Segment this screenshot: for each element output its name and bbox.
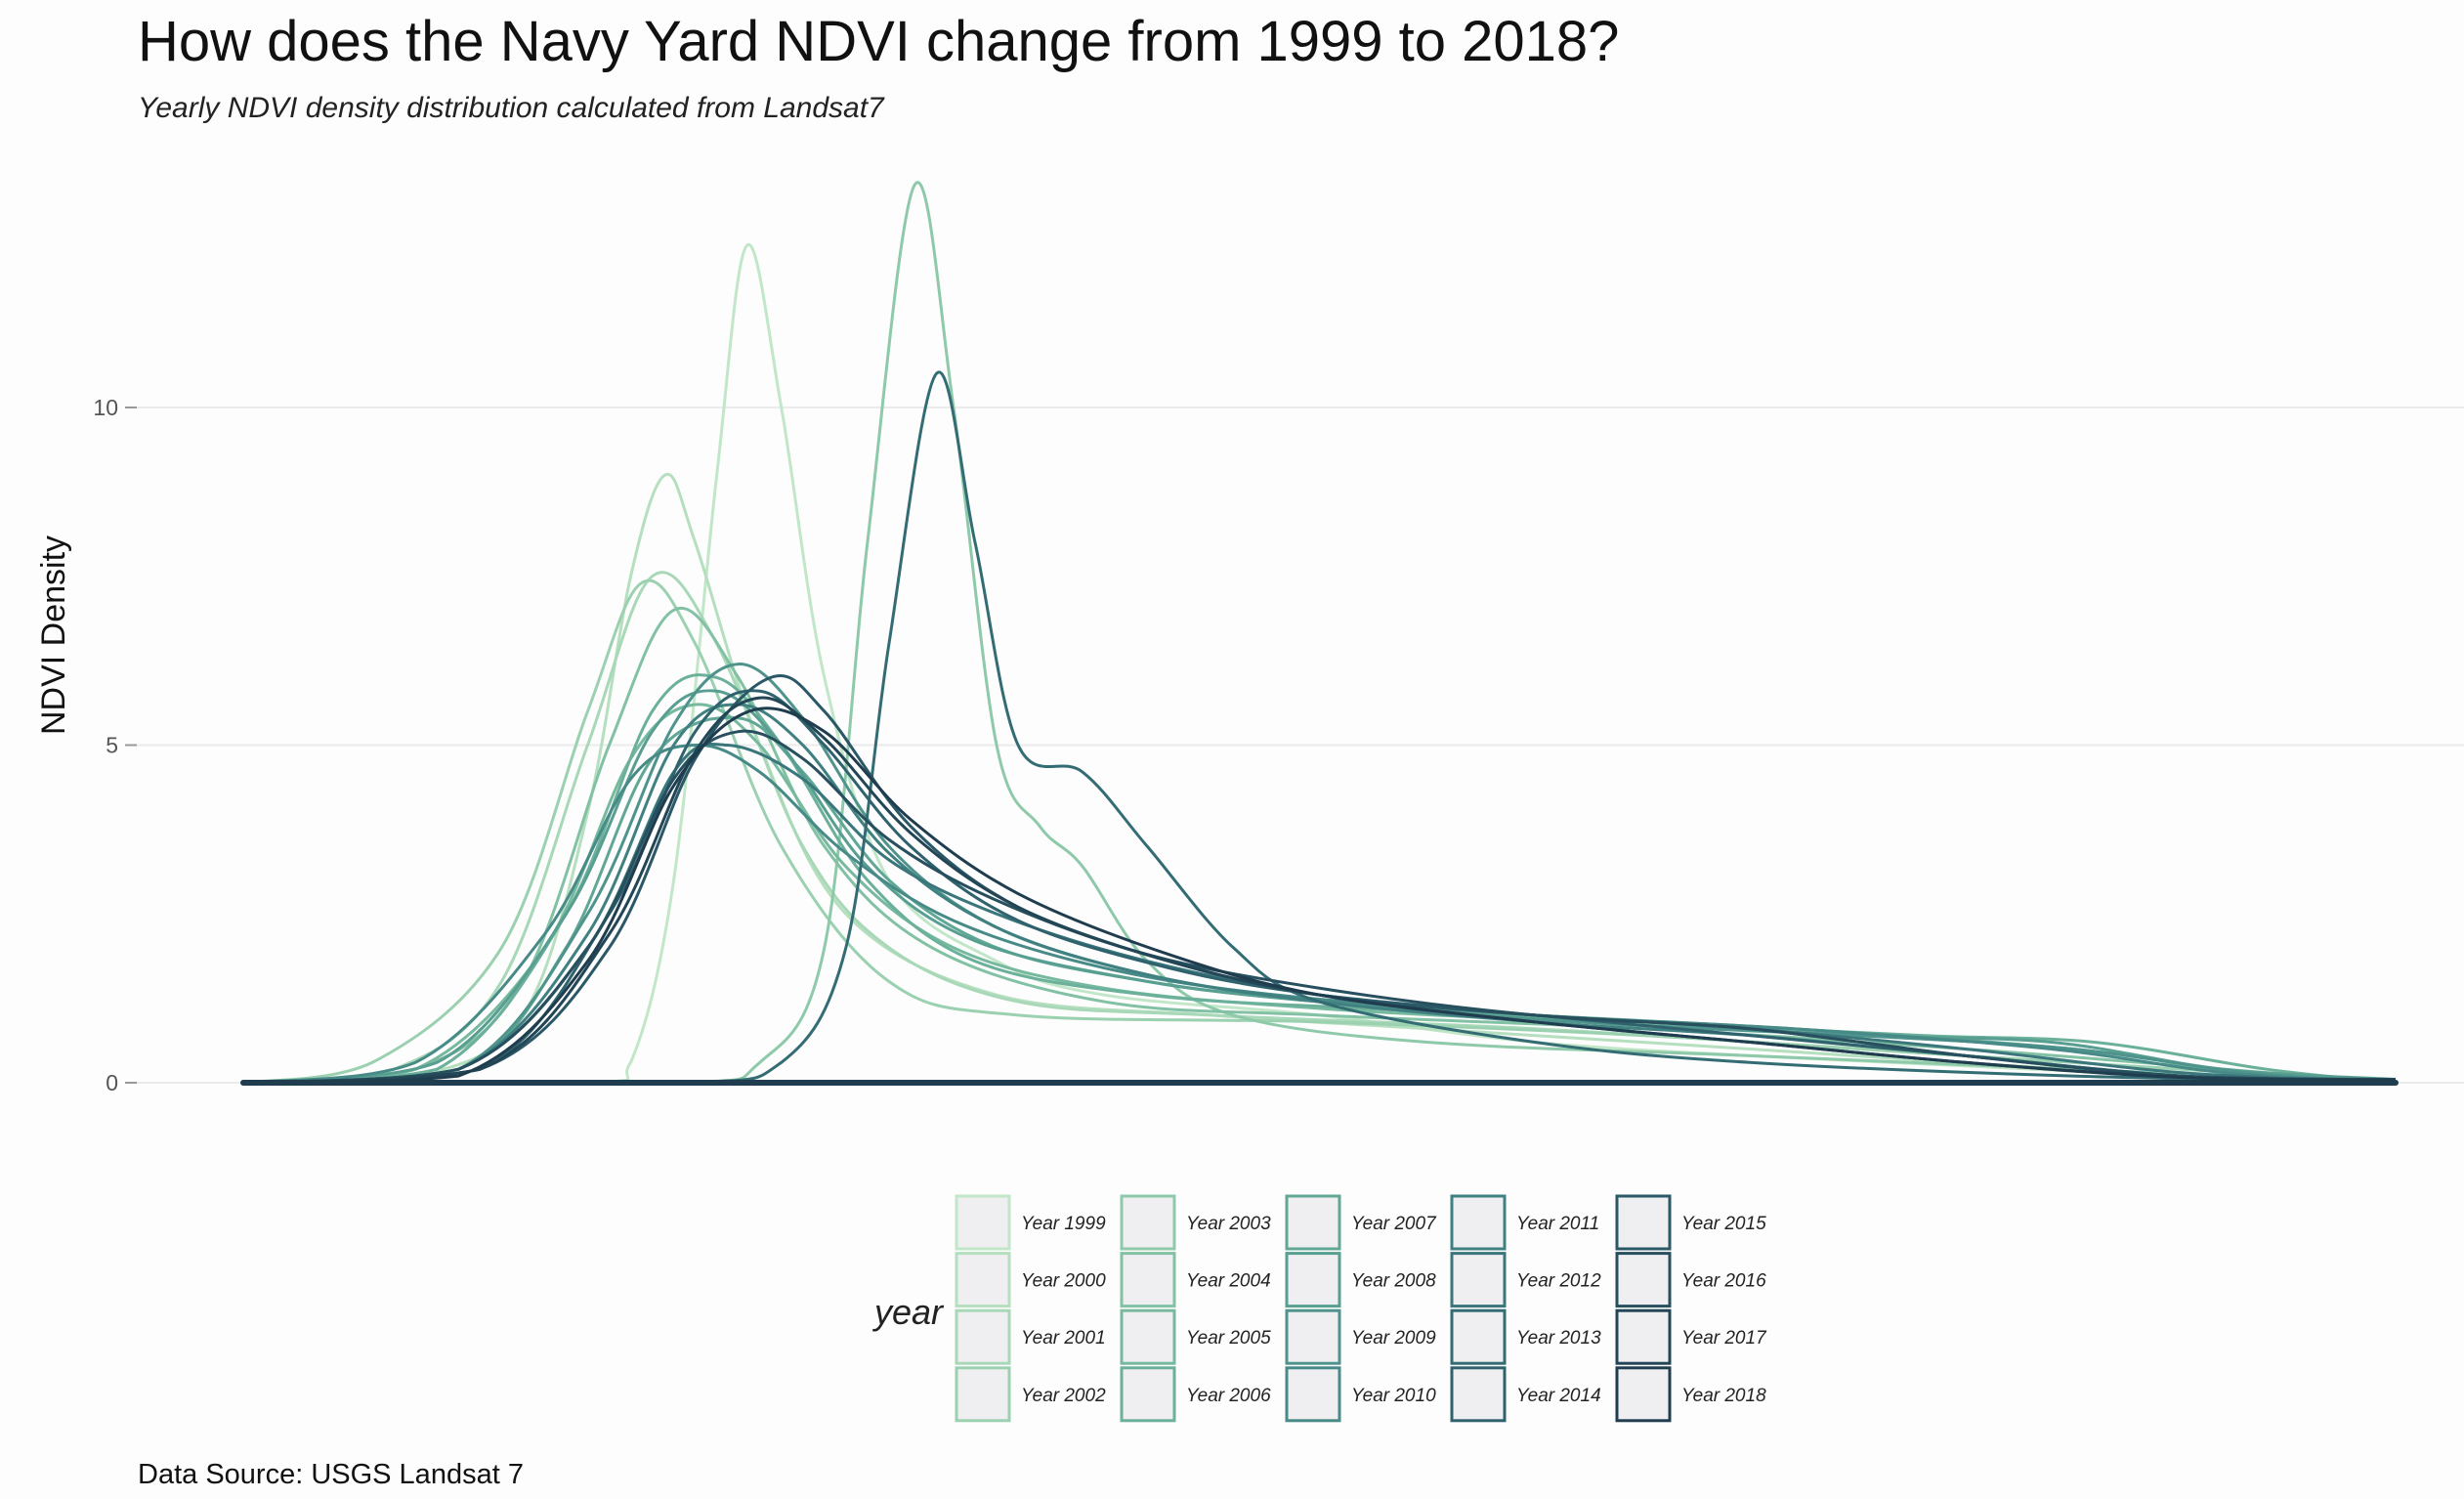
y-axis-ticks: 0 5 10 (93, 395, 137, 1095)
legend-label: Year 2014 (1516, 1386, 1601, 1406)
legend-key (1120, 1308, 1176, 1365)
y-axis-label: NDVI Density (35, 535, 72, 735)
legend-item: Year 2017 (1615, 1308, 1767, 1365)
legend-key (1120, 1366, 1176, 1423)
legend-label: Year 2015 (1681, 1214, 1766, 1234)
legend-item: Year 1999 (955, 1194, 1106, 1251)
series-line (243, 370, 2397, 1085)
legend-item: Year 2008 (1285, 1252, 1436, 1308)
y-tick-label: 0 (106, 1070, 118, 1095)
legend-label: Year 2006 (1186, 1386, 1271, 1406)
legend-key (1450, 1252, 1507, 1308)
legend-item: Year 2006 (1120, 1366, 1271, 1423)
legend-item: Year 2007 (1285, 1194, 1437, 1251)
legend-item: Year 2009 (1285, 1308, 1436, 1365)
legend-title: year (871, 1292, 945, 1332)
caption: Data Source: USGS Landsat 7 (138, 1459, 524, 1490)
legend-label: Year 2007 (1351, 1214, 1437, 1234)
legend-key (955, 1252, 1011, 1308)
legend: year Year 1999 Year 2000 Year 2001 Year 200… (871, 1194, 1767, 1423)
legend-key (1120, 1252, 1176, 1308)
series-line (242, 472, 2397, 1085)
legend-label: Year 2001 (1021, 1328, 1106, 1349)
legend-item: Year 2014 (1450, 1366, 1601, 1423)
legend-item: Year 2010 (1285, 1366, 1436, 1423)
legend-item: Year 2000 (955, 1252, 1106, 1308)
legend-key (1615, 1308, 1672, 1365)
legend-key (955, 1194, 1011, 1251)
y-tick-label: 10 (93, 395, 118, 420)
legend-item: Year 2018 (1615, 1366, 1766, 1423)
legend-key (1450, 1308, 1507, 1365)
series-line (242, 689, 2397, 1085)
legend-item: Year 2005 (1120, 1308, 1271, 1365)
legend-key (1615, 1252, 1672, 1308)
legend-label: Year 2013 (1516, 1328, 1601, 1349)
legend-key (1285, 1308, 1341, 1365)
legend-label: Year 2000 (1021, 1271, 1106, 1292)
legend-label: Year 2010 (1351, 1386, 1436, 1406)
legend-key (1450, 1366, 1507, 1423)
legend-label: Year 2005 (1186, 1328, 1271, 1349)
legend-item: Year 2003 (1120, 1194, 1271, 1251)
series-lines (240, 181, 2399, 1086)
legend-item: Year 2015 (1615, 1194, 1766, 1251)
legend-item: Year 2001 (955, 1308, 1106, 1365)
y-tick-label: 5 (106, 733, 118, 758)
legend-label: Year 2004 (1186, 1271, 1271, 1292)
legend-label: Year 2009 (1351, 1328, 1436, 1349)
legend-key (1285, 1194, 1341, 1251)
legend-label: Year 2017 (1681, 1328, 1767, 1349)
legend-key (1120, 1194, 1176, 1251)
chart-subtitle: Yearly NDVI density distribution calcula… (138, 92, 885, 124)
legend-item: Year 2012 (1450, 1252, 1601, 1308)
series-line (242, 743, 2397, 1085)
series-line (243, 181, 2397, 1085)
legend-key (1285, 1366, 1341, 1423)
legend-key (955, 1366, 1011, 1423)
legend-item: Year 2002 (955, 1366, 1106, 1423)
chart-title: How does the Navy Yard NDVI change from … (138, 10, 1619, 73)
legend-label: Year 2012 (1516, 1271, 1601, 1292)
legend-item: Year 2016 (1615, 1252, 1766, 1308)
legend-label: Year 1999 (1021, 1214, 1106, 1234)
legend-key (1615, 1366, 1672, 1423)
series-line (242, 707, 2397, 1085)
legend-label: Year 2016 (1681, 1271, 1766, 1292)
legend-key (955, 1308, 1011, 1365)
legend-label: Year 2011 (1516, 1214, 1599, 1234)
legend-item: Year 2013 (1450, 1308, 1601, 1365)
legend-label: Year 2002 (1021, 1386, 1106, 1406)
legend-key (1285, 1252, 1341, 1308)
legend-item: Year 2011 (1450, 1194, 1599, 1251)
legend-item: Year 2004 (1120, 1252, 1271, 1308)
legend-label: Year 2018 (1681, 1386, 1766, 1406)
legend-key (1450, 1194, 1507, 1251)
legend-label: Year 2008 (1351, 1271, 1436, 1292)
legend-key (1615, 1194, 1672, 1251)
legend-label: Year 2003 (1186, 1214, 1271, 1234)
